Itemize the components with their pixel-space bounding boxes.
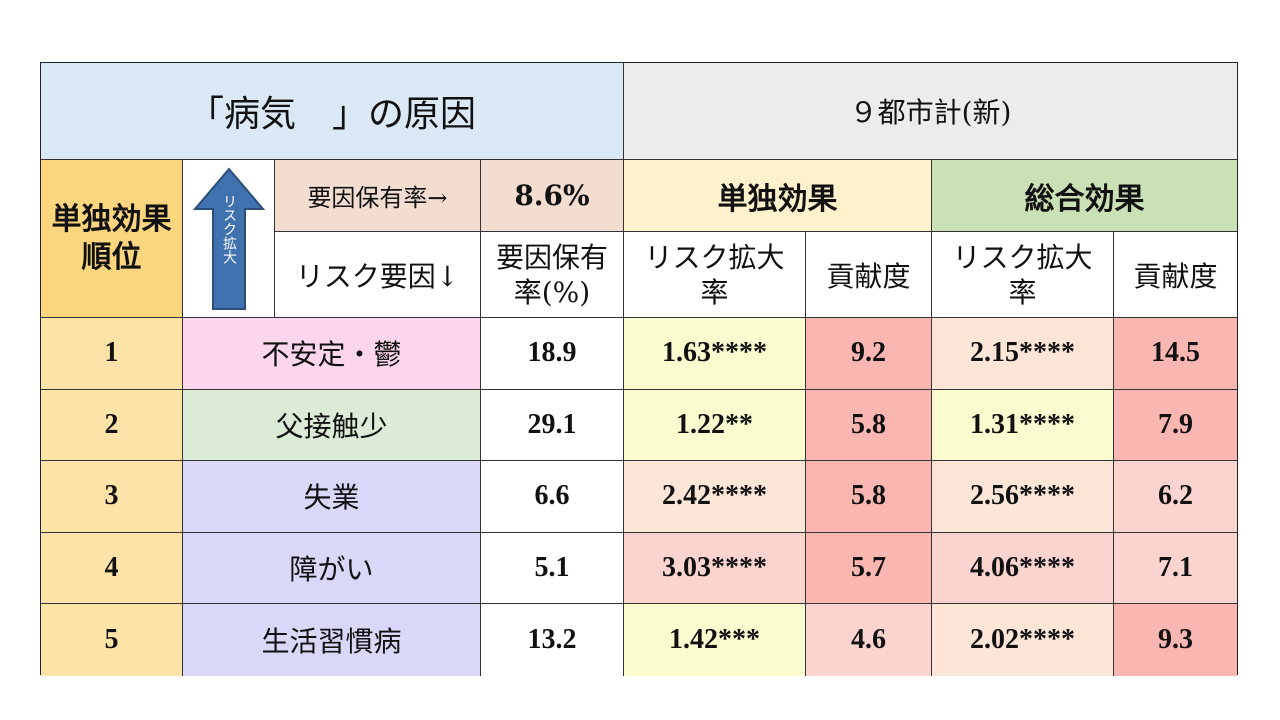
holding-rate-header: 要因保有 率(%): [481, 232, 624, 318]
single-contrib-cell: 5.8: [806, 389, 932, 462]
single-contrib-header: 貢献度: [806, 232, 932, 318]
single-contrib-cell: 5.7: [806, 532, 932, 605]
total-risk-cell: 4.06****: [932, 532, 1114, 605]
region-label: ９都市計(新): [624, 63, 1237, 160]
risk-arrow-cell: リスク拡大: [183, 160, 275, 318]
rank-cell: 2: [41, 389, 183, 462]
total-risk-header: リスク拡大 率: [932, 232, 1114, 318]
rank-header: 単独効果 順位: [41, 160, 183, 318]
rank-cell: 4: [41, 532, 183, 605]
total-contrib-cell: 14.5: [1114, 318, 1237, 390]
risk-factor-label: リスク要因↓: [275, 232, 481, 318]
factor-cell: 失業: [183, 461, 481, 533]
single-contrib-cell: 9.2: [806, 318, 932, 390]
single-risk-cell: 1.63****: [624, 318, 806, 390]
rank-cell: 5: [41, 604, 183, 676]
factor-rate-label: 要因保有率→: [275, 160, 481, 232]
total-effect-header: 総合効果: [932, 160, 1237, 232]
factor-cell: 不安定・鬱: [183, 318, 481, 390]
single-risk-header: リスク拡大 率: [624, 232, 806, 318]
total-contrib-cell: 7.1: [1114, 532, 1237, 605]
single-risk-cell: 1.22**: [624, 389, 806, 462]
single-risk-cell: 1.42***: [624, 604, 806, 676]
factor-cell: 障がい: [183, 532, 481, 605]
total-risk-cell: 2.15****: [932, 318, 1114, 390]
total-risk-cell: 2.02****: [932, 604, 1114, 676]
factor-rate-value: 8.6%: [481, 160, 624, 232]
factor-cell: 父接触少: [183, 389, 481, 462]
rate-cell: 13.2: [481, 604, 624, 676]
rate-cell: 18.9: [481, 318, 624, 390]
rate-cell: 6.6: [481, 461, 624, 533]
total-contrib-cell: 7.9: [1114, 389, 1237, 462]
rate-cell: 5.1: [481, 532, 624, 605]
single-risk-cell: 3.03****: [624, 532, 806, 605]
result-table: 「病気 」の原因 ９都市計(新) 単独効果 順位 リスク拡大 要因保有率→ 8.…: [40, 62, 1238, 676]
arrow-label: リスク拡大: [221, 194, 237, 264]
total-contrib-cell: 9.3: [1114, 604, 1237, 676]
rate-cell: 29.1: [481, 389, 624, 462]
single-risk-cell: 2.42****: [624, 461, 806, 533]
table-title: 「病気 」の原因: [41, 63, 624, 160]
rank-cell: 3: [41, 461, 183, 533]
factor-cell: 生活習慣病: [183, 604, 481, 676]
single-effect-header: 単独効果: [624, 160, 932, 232]
single-contrib-cell: 5.8: [806, 461, 932, 533]
up-arrow-icon: リスク拡大: [192, 166, 265, 310]
rank-cell: 1: [41, 318, 183, 390]
single-contrib-cell: 4.6: [806, 604, 932, 676]
total-contrib-cell: 6.2: [1114, 461, 1237, 533]
total-risk-cell: 2.56****: [932, 461, 1114, 533]
total-contrib-header: 貢献度: [1114, 232, 1237, 318]
total-risk-cell: 1.31****: [932, 389, 1114, 462]
